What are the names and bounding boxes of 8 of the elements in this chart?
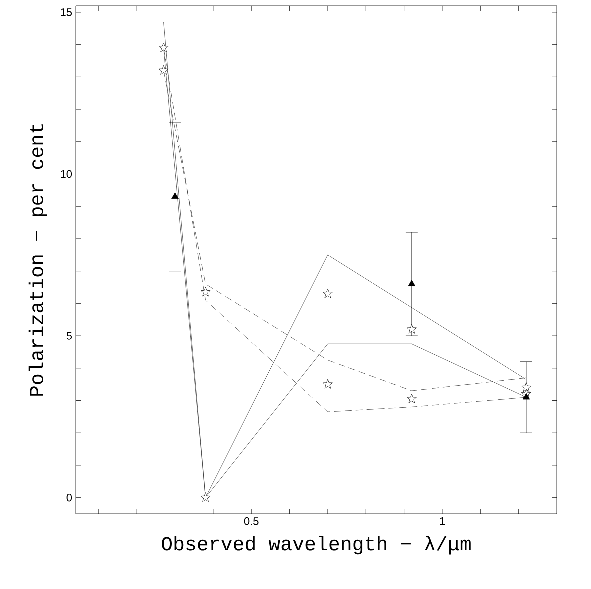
y-axis-title: Polarization − per cent <box>28 124 48 396</box>
x-axis-title: Observed wavelength − λ/μm <box>162 536 471 555</box>
x-tick-label: 0.5 <box>244 518 259 526</box>
x-tick-label: 1 <box>440 518 445 526</box>
y-tick-label: 5 <box>66 332 72 340</box>
y-tick-label: 0 <box>66 494 72 502</box>
y-tick-label: 10 <box>61 170 72 178</box>
y-tick-label: 15 <box>61 8 72 16</box>
